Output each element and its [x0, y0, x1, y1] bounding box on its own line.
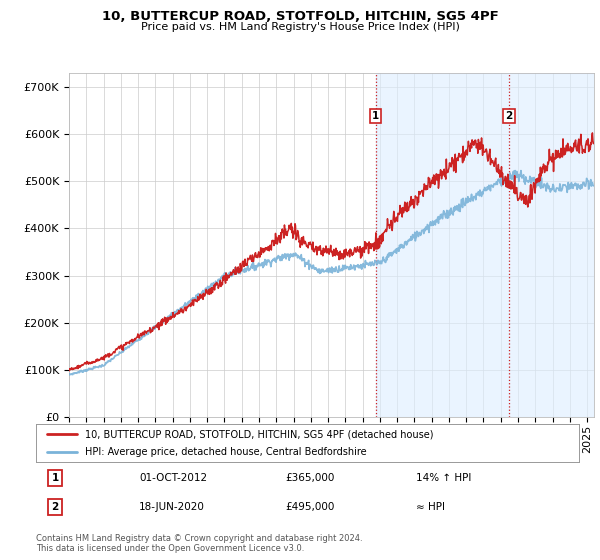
- Text: Contains HM Land Registry data © Crown copyright and database right 2024.
This d: Contains HM Land Registry data © Crown c…: [36, 534, 362, 553]
- Text: £365,000: £365,000: [286, 473, 335, 483]
- Text: HPI: Average price, detached house, Central Bedfordshire: HPI: Average price, detached house, Cent…: [85, 447, 367, 457]
- Text: 1: 1: [52, 473, 59, 483]
- Bar: [376, 73, 594, 417]
- Text: Price paid vs. HM Land Registry's House Price Index (HPI): Price paid vs. HM Land Registry's House …: [140, 22, 460, 32]
- Text: ≈ HPI: ≈ HPI: [416, 502, 445, 512]
- Text: 14% ↑ HPI: 14% ↑ HPI: [416, 473, 472, 483]
- Text: 1: 1: [372, 111, 379, 121]
- Text: £495,000: £495,000: [286, 502, 335, 512]
- Text: 2: 2: [52, 502, 59, 512]
- Text: 01-OCT-2012: 01-OCT-2012: [139, 473, 207, 483]
- Text: 10, BUTTERCUP ROAD, STOTFOLD, HITCHIN, SG5 4PF (detached house): 10, BUTTERCUP ROAD, STOTFOLD, HITCHIN, S…: [85, 429, 433, 439]
- Text: 18-JUN-2020: 18-JUN-2020: [139, 502, 205, 512]
- Text: 10, BUTTERCUP ROAD, STOTFOLD, HITCHIN, SG5 4PF: 10, BUTTERCUP ROAD, STOTFOLD, HITCHIN, S…: [101, 10, 499, 23]
- Text: 2: 2: [505, 111, 512, 121]
